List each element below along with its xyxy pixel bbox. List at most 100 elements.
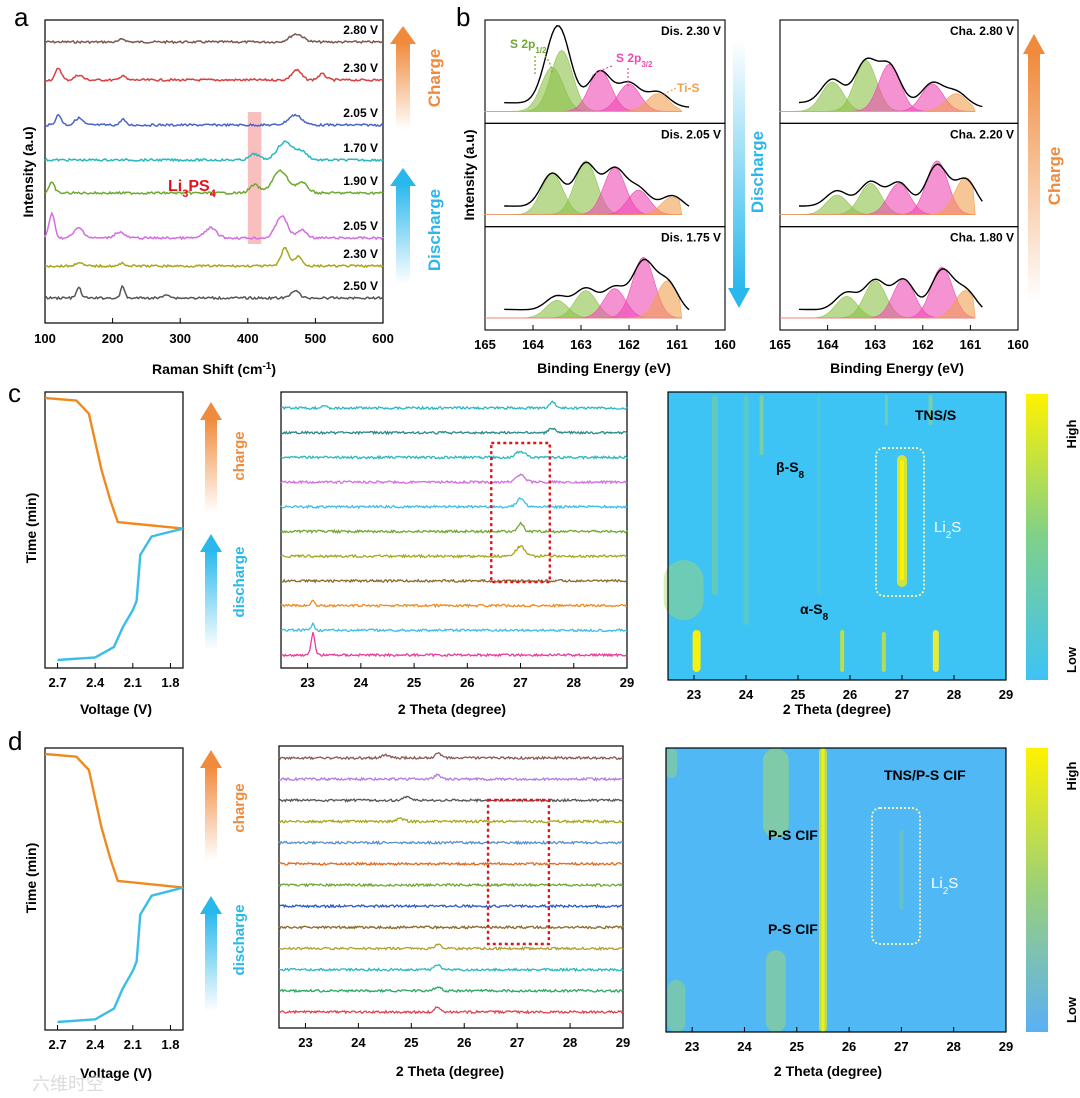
xrd-d-xtick-label-2: 25 bbox=[404, 1035, 418, 1050]
heatmap-d-title: TNS/P-S CIF bbox=[884, 767, 966, 783]
li3ps4-highlight bbox=[247, 112, 262, 244]
xps-right-envelope-2 bbox=[798, 268, 983, 311]
xps-right-component-0-4 bbox=[779, 93, 976, 112]
heatmap-c-xtick-label-6: 29 bbox=[999, 687, 1013, 702]
discharge-arrow-c bbox=[205, 550, 217, 650]
charge-label-d: charge bbox=[231, 783, 248, 832]
xps-left-subpanel-label-1: Dis. 2.05 V bbox=[661, 127, 721, 141]
heatmap-c-stripe-3 bbox=[743, 395, 749, 625]
xps-left-component-1-4 bbox=[484, 196, 683, 215]
watermark: 六维时空 bbox=[32, 1074, 104, 1094]
discharge-label-c: discharge bbox=[231, 547, 248, 618]
heatmap-c-stripe-12 bbox=[817, 395, 821, 595]
panel-a-xlabel: Raman Shift (cm-1) bbox=[152, 361, 276, 378]
voltage-d-charge-curve bbox=[44, 752, 184, 889]
xrd-c-pattern-1 bbox=[280, 621, 628, 633]
xrd-d-pattern-1 bbox=[278, 986, 624, 994]
panel-c: 2.7 2.4 2.1 1.8 Time (min) Voltage (V) char… bbox=[23, 391, 1079, 717]
xrd-d-highlight-box bbox=[486, 798, 551, 946]
xrd-c-pattern-4 bbox=[280, 545, 628, 559]
xps-left-envelope-1 bbox=[504, 161, 690, 207]
xrd-d-pattern-8 bbox=[278, 839, 624, 846]
xps-left-xtick-label-3: 162 bbox=[618, 337, 640, 352]
xrd-d-pattern-5 bbox=[278, 903, 623, 909]
panel-d-heatmap-xlabel: 2 Theta (degree) bbox=[774, 1063, 882, 1079]
heatmap-d-xtick-label-4: 27 bbox=[894, 1039, 908, 1054]
heatmap-c-xtick-label-4: 27 bbox=[895, 687, 909, 702]
voltage-d-xtick-label-2: 2.1 bbox=[124, 1037, 142, 1052]
xrd-d-xtick-label-4: 27 bbox=[510, 1035, 524, 1050]
xps-right-envelope-1 bbox=[799, 163, 983, 207]
raman-series-label-4: 1.90 V bbox=[343, 174, 378, 188]
panel-c-xrd-xlabel: 2 Theta (degree) bbox=[398, 701, 506, 717]
raman-series-label-6: 2.30 V bbox=[343, 247, 378, 261]
panel-a-ylabel: Intensity (a.u) bbox=[20, 126, 36, 217]
xrd-c-pattern-3 bbox=[280, 578, 628, 584]
panel-b: Dis. 2.30 V Dis. 2.05 V Dis. 1.75 V 165 164 1… bbox=[461, 19, 1064, 376]
charge-arrowhead-b bbox=[1023, 34, 1045, 54]
panel-d-voltage-xlabel: Voltage (V) bbox=[80, 1065, 152, 1081]
discharge-arrow-b bbox=[733, 40, 745, 290]
voltage-c-discharge-curve bbox=[57, 527, 184, 662]
xrd-d-xtick-label-5: 28 bbox=[563, 1035, 577, 1050]
heatmap-c-xtick-label-1: 24 bbox=[739, 687, 754, 702]
heatmap-d-stripe-4 bbox=[665, 748, 678, 778]
xps-left-envelope-2 bbox=[504, 258, 690, 311]
charge-arrowhead-c bbox=[200, 402, 222, 420]
voltage-d-xtick-label-3: 1.8 bbox=[161, 1037, 179, 1052]
xrd-c-highlight-box bbox=[490, 441, 552, 584]
li2s-box-d bbox=[871, 807, 921, 945]
panel-c-ylabel: Time (min) bbox=[23, 493, 39, 564]
xrd-d-pattern-11 bbox=[278, 773, 624, 782]
heatmap-d-xtick-label-1: 24 bbox=[737, 1039, 752, 1054]
raman-series-label-0: 2.80 V bbox=[343, 23, 378, 37]
discharge-arrow-d bbox=[205, 912, 217, 1012]
xps-left-xtick-label-4: 161 bbox=[666, 337, 688, 352]
panel-a: 2.80 V 2.30 V 2.05 V 1.70 V 1.90 V 2.05 V 2.30… bbox=[20, 19, 444, 378]
panel-b-xlabel-right: Binding Energy (eV) bbox=[830, 360, 964, 376]
xps-left-xtick-label-1: 164 bbox=[522, 337, 544, 352]
panel-b-xlabel-left: Binding Energy (eV) bbox=[537, 360, 671, 376]
xps-left-subpanel-label-0: Dis. 2.30 V bbox=[661, 24, 721, 38]
xrd-d-pattern-12 bbox=[278, 751, 624, 761]
xrd-d-pattern-4 bbox=[278, 925, 624, 930]
ps-cif-lower-label: P-S CIF bbox=[768, 921, 818, 937]
heatmap-c-stripe-8 bbox=[881, 632, 886, 672]
heatmap-d-xtick-label-2: 25 bbox=[790, 1039, 804, 1054]
xrd-c-xtick-label-6: 29 bbox=[620, 675, 634, 690]
discharge-label-b: Discharge bbox=[748, 131, 767, 213]
heatmap-c-frame bbox=[667, 391, 1007, 681]
li2s-label-d: Li2S bbox=[931, 875, 958, 897]
charge-arrowhead-d bbox=[200, 750, 222, 768]
xps-right-xtick-label-5: 160 bbox=[1007, 337, 1029, 352]
xrd-d-pattern-0 bbox=[278, 1006, 624, 1015]
heatmap-c-stripe-11 bbox=[884, 395, 888, 425]
xrd-c-pattern-2 bbox=[280, 599, 628, 609]
xrd-d-pattern-6 bbox=[278, 882, 624, 888]
raman-series-3 bbox=[44, 140, 384, 163]
discharge-arrow-a bbox=[396, 184, 410, 284]
raman-xtick-label-1: 200 bbox=[102, 331, 124, 346]
heatmap-c-stripe-6 bbox=[900, 460, 904, 580]
xps-right-xtick-label-1: 164 bbox=[817, 337, 839, 352]
xps-right-component-2-4 bbox=[780, 290, 976, 319]
heatmap-c-stripe-10 bbox=[928, 395, 933, 425]
voltage-c-charge-curve bbox=[44, 396, 184, 530]
panel-letter-d: d bbox=[8, 726, 22, 756]
xrd-c-xtick-label-2: 25 bbox=[407, 675, 421, 690]
xrd-d-xtick-label-1: 24 bbox=[351, 1035, 366, 1050]
voltage-c-xtick-label-2: 2.1 bbox=[124, 675, 142, 690]
xrd-c-pattern-0 bbox=[280, 632, 628, 658]
raman-series-2 bbox=[44, 113, 384, 128]
raman-series-label-5: 2.05 V bbox=[343, 219, 378, 233]
li2s-label-c: Li2S bbox=[934, 519, 961, 541]
raman-series-7 bbox=[44, 284, 384, 301]
xps-left-xtick-label-2: 163 bbox=[570, 337, 592, 352]
panel-d: 2.7 2.4 2.1 1.8 Time (min) Voltage (V) char… bbox=[23, 745, 1079, 1081]
charge-arrow-b bbox=[1028, 52, 1040, 302]
raman-series-1 bbox=[44, 67, 384, 83]
heatmap-d-stripe-6 bbox=[899, 830, 904, 910]
xrd-d-pattern-2 bbox=[278, 963, 624, 973]
xrd-c-pattern-6 bbox=[280, 496, 628, 510]
panel-a-frame bbox=[44, 19, 384, 324]
